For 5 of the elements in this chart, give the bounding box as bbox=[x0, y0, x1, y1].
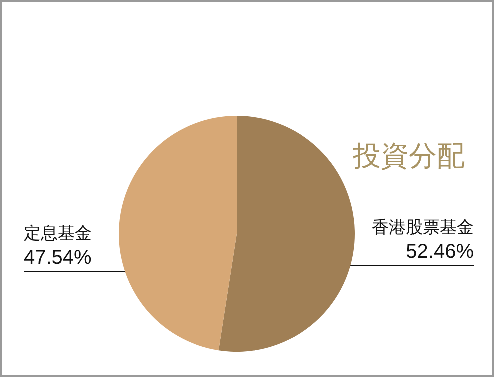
slice-label: 香港股票基金 bbox=[372, 218, 474, 238]
data-label: 47.54% bbox=[24, 247, 92, 269]
data-label: 52.46% bbox=[406, 241, 474, 263]
slice-label: 定息基金 bbox=[24, 224, 92, 244]
text: 投資分配 bbox=[352, 140, 465, 172]
